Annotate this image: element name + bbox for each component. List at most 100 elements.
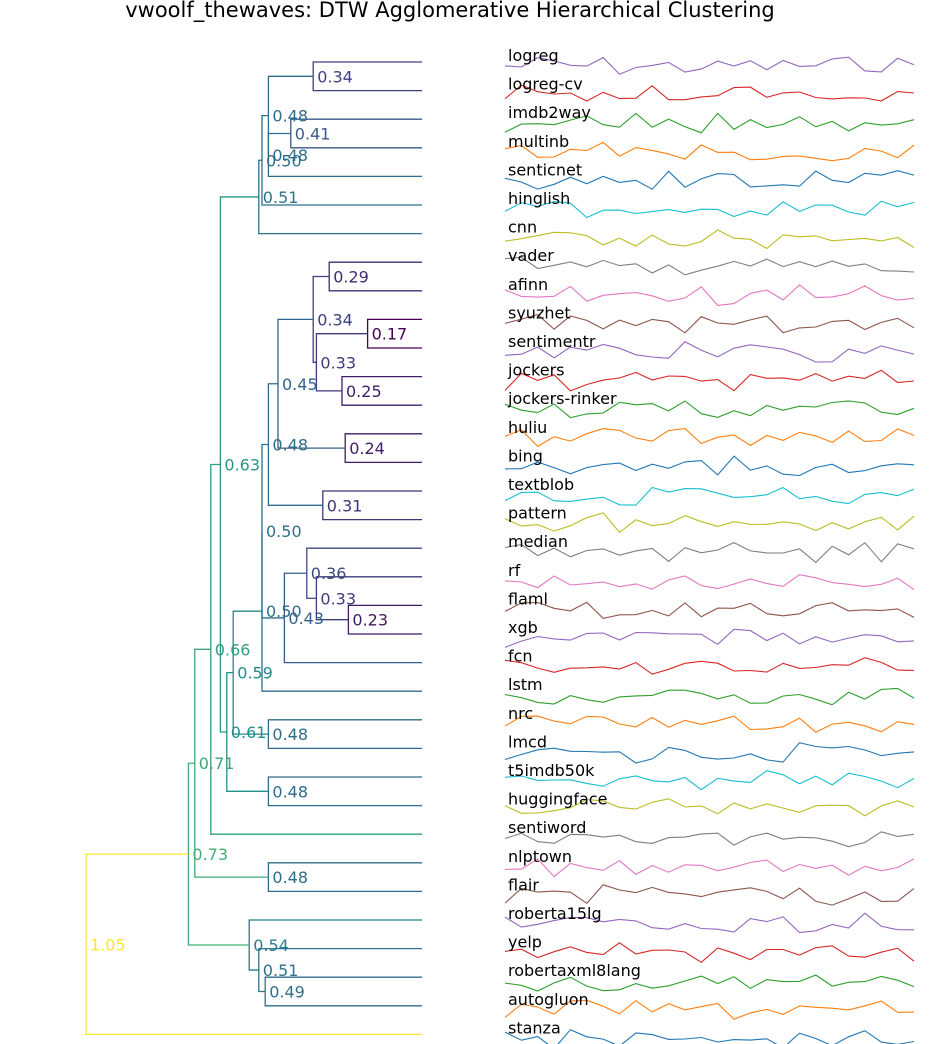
merge-height-label: 0.34	[317, 310, 353, 329]
leaf-label: nrc	[508, 704, 533, 723]
leaf-label: sentiword	[508, 818, 586, 837]
leaf-label: stanza	[508, 1018, 561, 1037]
merge-height-label: 0.51	[263, 961, 299, 980]
leaf-series-line	[504, 628, 915, 648]
merge-link	[85, 853, 422, 1036]
merge-node: 0.50	[261, 531, 422, 692]
leaf-series-line	[504, 341, 915, 363]
leaf-label: sentimentr	[508, 332, 596, 351]
leaf-series-line	[504, 541, 915, 564]
leaf-label: t5imdb50k	[508, 761, 595, 780]
leaf-label: logreg-cv	[508, 75, 583, 94]
leaf-label: textblob	[508, 475, 574, 494]
merge-height-label: 0.48	[272, 868, 308, 887]
merge-height-label: 0.33	[320, 353, 356, 372]
leaf-label: syuzhet	[508, 303, 571, 322]
leaf-series-line	[504, 284, 915, 306]
leaf-series-line	[504, 574, 915, 591]
leaf-series-line	[504, 858, 915, 878]
merge-node: 0.48	[267, 776, 422, 807]
merge-height-label: 0.48	[272, 146, 308, 165]
leaf-label: roberta15lg	[508, 904, 602, 923]
merge-height-label: 0.29	[333, 268, 369, 287]
leaf-series-line	[504, 486, 915, 506]
merge-height-label: 0.73	[192, 845, 228, 864]
merge-height-label: 0.41	[295, 125, 331, 144]
merge-height-label: 0.34	[317, 67, 353, 86]
leaf-series-line	[504, 512, 915, 534]
merge-node: 0.34	[312, 275, 353, 363]
merge-height-label: 0.48	[272, 107, 308, 126]
merge-node: 0.71	[194, 648, 269, 878]
merge-height-label: 0.23	[352, 611, 388, 630]
leaf-label: hinglish	[508, 189, 570, 208]
leaf-label: pattern	[508, 504, 567, 523]
leaf-label: huliu	[508, 418, 547, 437]
merge-height-label: 0.33	[320, 589, 356, 608]
leaf-series-line	[504, 200, 915, 219]
merge-node: 0.48	[267, 383, 323, 506]
leaf-series-line	[504, 999, 915, 1020]
merge-height-label: 0.54	[253, 936, 289, 955]
leaf-series-line	[504, 369, 915, 392]
merge-node: 0.25	[341, 375, 422, 406]
merge-node: 0.34	[312, 61, 422, 92]
leaf-label: imdb2way	[508, 103, 591, 122]
merge-node: 0.48	[267, 75, 314, 155]
leaf-series-panel	[504, 56, 915, 1044]
merge-node: 0.51	[258, 159, 422, 235]
merge-node: 0.73	[187, 762, 250, 946]
leaf-series-line	[504, 56, 915, 75]
leaf-label: flair	[508, 875, 539, 894]
merge-height-label: 0.50	[266, 151, 302, 170]
merge-node: 0.48	[267, 862, 422, 893]
leaf-series-line	[504, 601, 915, 620]
leaf-labels: logreg logreg-cv imdb2way multinb senticnet h…	[507, 46, 641, 1037]
leaf-series-line	[504, 942, 915, 963]
merge-node: 0.48	[267, 719, 422, 750]
merge-node: 0.45	[277, 318, 346, 449]
merge-height-label: 0.45	[282, 375, 318, 394]
merge-height-label: 0.31	[327, 496, 363, 515]
leaf-label: jockers	[507, 361, 564, 380]
merge-node: 0.29	[328, 261, 422, 292]
merge-node: 0.50	[261, 443, 302, 619]
leaf-label: lstm	[508, 675, 543, 694]
leaf-series-line	[504, 141, 915, 162]
merge-height-label: 0.66	[215, 640, 251, 659]
leaf-label: vader	[508, 246, 554, 265]
merge-height-label: 0.50	[266, 602, 302, 621]
merge-height-label: 0.63	[224, 455, 260, 474]
leaf-label: yelp	[508, 933, 542, 952]
leaf-series-line	[504, 715, 915, 733]
leaf-label: flaml	[508, 589, 548, 608]
merge-height-label: 0.48	[272, 436, 308, 455]
merge-height-label: 0.36	[311, 564, 347, 583]
chart-title: vwoolf_thewaves: DTW Agglomerative Hiera…	[125, 0, 775, 23]
merge-height-label: 1.05	[90, 935, 126, 954]
leaf-label: autogluon	[508, 990, 589, 1009]
leaf-label: fcn	[508, 647, 533, 666]
leaf-series-line	[504, 428, 915, 448]
merge-height-label: 0.17	[372, 325, 408, 344]
merge-height-label: 0.59	[237, 664, 273, 683]
leaf-label: cnn	[508, 218, 537, 237]
merge-node: 0.24	[344, 433, 422, 464]
leaf-series-line	[504, 831, 915, 848]
leaf-series-line	[504, 687, 915, 706]
leaf-label: bing	[508, 446, 543, 465]
leaf-series-line	[504, 400, 915, 419]
leaf-label: huggingface	[508, 790, 607, 809]
merge-node: 0.59	[232, 610, 273, 735]
merge-link	[261, 531, 422, 692]
leaf-series-line	[504, 256, 915, 276]
merge-node: 1.05	[85, 853, 422, 1036]
merge-node: 0.31	[322, 490, 422, 521]
leaf-label: xgb	[508, 618, 538, 637]
merge-height-label: 0.48	[272, 782, 308, 801]
leaf-series-line	[504, 974, 915, 992]
leaf-series-line	[504, 313, 915, 334]
leaf-label: multinb	[508, 132, 569, 151]
leaf-label: rf	[508, 561, 521, 580]
